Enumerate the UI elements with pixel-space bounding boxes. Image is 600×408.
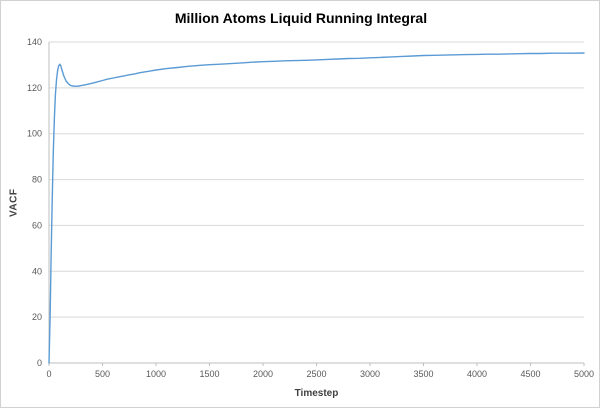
x-tick-label: 1000 — [146, 369, 166, 379]
x-tick-label: 3000 — [360, 369, 380, 379]
y-tick-label: 0 — [37, 358, 42, 368]
x-tick-label: 4000 — [467, 369, 487, 379]
y-tick-label: 100 — [27, 129, 42, 139]
x-tick-label: 2000 — [253, 369, 273, 379]
x-tick-label: 1500 — [199, 369, 219, 379]
y-tick-label: 80 — [32, 175, 42, 185]
series-line — [48, 52, 585, 364]
x-tick-label: 2500 — [306, 369, 326, 379]
x-tick-label: 5000 — [574, 369, 594, 379]
y-tick-label: 140 — [27, 37, 42, 47]
y-tick-label: 40 — [32, 266, 42, 276]
y-tick-label: 60 — [32, 220, 42, 230]
y-tick-label: 20 — [32, 312, 42, 322]
y-tick-label: 120 — [27, 83, 42, 93]
x-tick-label: 4500 — [520, 369, 540, 379]
x-tick-label: 500 — [95, 369, 110, 379]
x-tick-label: 0 — [46, 369, 51, 379]
x-tick-label: 3500 — [413, 369, 433, 379]
x-axis-title: Timestep — [294, 388, 339, 399]
chart-title: Million Atoms Liquid Running Integral — [174, 10, 428, 26]
